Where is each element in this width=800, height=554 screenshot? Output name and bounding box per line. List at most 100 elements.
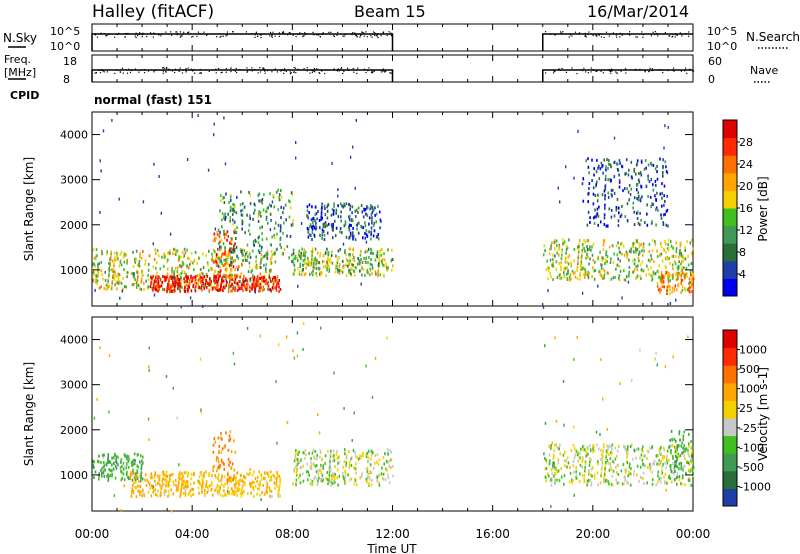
echo-cell xyxy=(654,240,656,244)
echo-cell xyxy=(244,284,246,288)
y-tick-label: 2000 xyxy=(60,424,88,437)
trace-dot xyxy=(161,67,164,69)
echo-cell xyxy=(350,477,353,481)
echo-cell xyxy=(168,474,171,478)
echo-cell xyxy=(184,289,186,293)
echo-cell xyxy=(266,491,268,495)
echo-cell xyxy=(638,242,641,246)
trace-dot xyxy=(692,70,695,72)
trace-dot xyxy=(293,67,295,69)
echo-cell xyxy=(222,279,225,283)
sparse-echo xyxy=(153,293,156,297)
trace-dot xyxy=(304,32,306,34)
echo-cell xyxy=(253,470,255,474)
echo-cell xyxy=(236,226,238,230)
echo-cell xyxy=(323,233,326,237)
echo-cell xyxy=(683,430,685,434)
echo-cell xyxy=(196,261,198,265)
echo-cell xyxy=(173,272,175,276)
echo-cell xyxy=(354,273,356,277)
echo-cell xyxy=(316,453,318,457)
trace-dot xyxy=(363,32,365,34)
echo-cell xyxy=(368,222,370,226)
trace-dot xyxy=(288,31,290,34)
echo-cell xyxy=(387,248,389,252)
trace-dot xyxy=(569,34,571,36)
echo-cell xyxy=(626,455,628,459)
echo-cell xyxy=(575,476,578,480)
echo-cell xyxy=(596,180,598,184)
echo-cell xyxy=(232,212,234,216)
trace-dot xyxy=(131,69,133,71)
trace-dot xyxy=(302,35,304,38)
echo-cell xyxy=(344,448,346,452)
echo-cell xyxy=(283,221,285,225)
echo-cell xyxy=(561,249,563,253)
echo-cell xyxy=(217,436,220,440)
echo-cell xyxy=(345,257,348,261)
echo-cell xyxy=(382,263,384,267)
trace-dot xyxy=(135,32,137,34)
echo-cell xyxy=(563,267,565,271)
echo-cell xyxy=(310,464,312,468)
echo-cell xyxy=(268,203,271,207)
echo-cell xyxy=(588,471,590,475)
echo-cell xyxy=(205,254,207,258)
echo-cell xyxy=(278,285,280,289)
echo-cell xyxy=(278,475,281,478)
echo-cell xyxy=(364,236,367,240)
trace-dot xyxy=(271,35,273,37)
echo-cell xyxy=(673,287,676,291)
echo-cell xyxy=(637,198,640,202)
trace-dot xyxy=(236,71,238,74)
echo-cell xyxy=(115,458,117,462)
echo-cell xyxy=(132,272,134,276)
echo-cell xyxy=(357,257,359,260)
echo-cell xyxy=(351,218,353,222)
echo-cell xyxy=(326,247,328,251)
echo-cell xyxy=(348,263,350,266)
trace-dot xyxy=(290,72,292,74)
echo-cell xyxy=(581,244,584,248)
echo-cell xyxy=(334,477,336,481)
sparse-echo xyxy=(176,416,178,420)
sparse-echo xyxy=(565,165,567,169)
colorbar-swatch xyxy=(723,208,737,227)
trace-dot xyxy=(260,34,262,36)
cpid-value: normal (fast) 151 xyxy=(94,93,212,107)
echo-cell xyxy=(349,272,352,276)
echo-cell xyxy=(140,467,143,471)
echo-cell xyxy=(128,457,130,461)
echo-cell xyxy=(563,275,566,279)
echo-cell xyxy=(657,454,659,458)
echo-cell xyxy=(678,254,681,258)
echo-cell xyxy=(234,450,237,454)
trace-dot xyxy=(671,36,673,38)
echo-cell xyxy=(203,475,206,479)
echo-cell xyxy=(575,465,577,469)
sparse-echo xyxy=(189,296,192,300)
echo-cell xyxy=(219,231,221,235)
echo-cell xyxy=(144,262,146,266)
trace-dot xyxy=(274,35,276,37)
echo-cell xyxy=(543,452,545,456)
echo-cell xyxy=(92,270,94,274)
echo-cell xyxy=(101,466,103,470)
sparse-echo xyxy=(93,416,96,420)
echo-cell xyxy=(642,253,644,257)
trace-dot xyxy=(608,69,611,71)
echo-cell xyxy=(273,236,276,240)
echo-cell xyxy=(579,271,582,275)
echo-cell xyxy=(359,253,362,257)
echo-cell xyxy=(308,232,311,236)
echo-cell xyxy=(233,468,236,472)
echo-cell xyxy=(670,449,672,452)
echo-cell xyxy=(370,258,372,261)
echo-cell xyxy=(296,469,298,472)
echo-cell xyxy=(163,256,166,260)
echo-cell xyxy=(370,251,373,255)
echo-cell xyxy=(667,238,670,242)
echo-cell xyxy=(315,266,318,270)
echo-cell xyxy=(315,477,318,481)
